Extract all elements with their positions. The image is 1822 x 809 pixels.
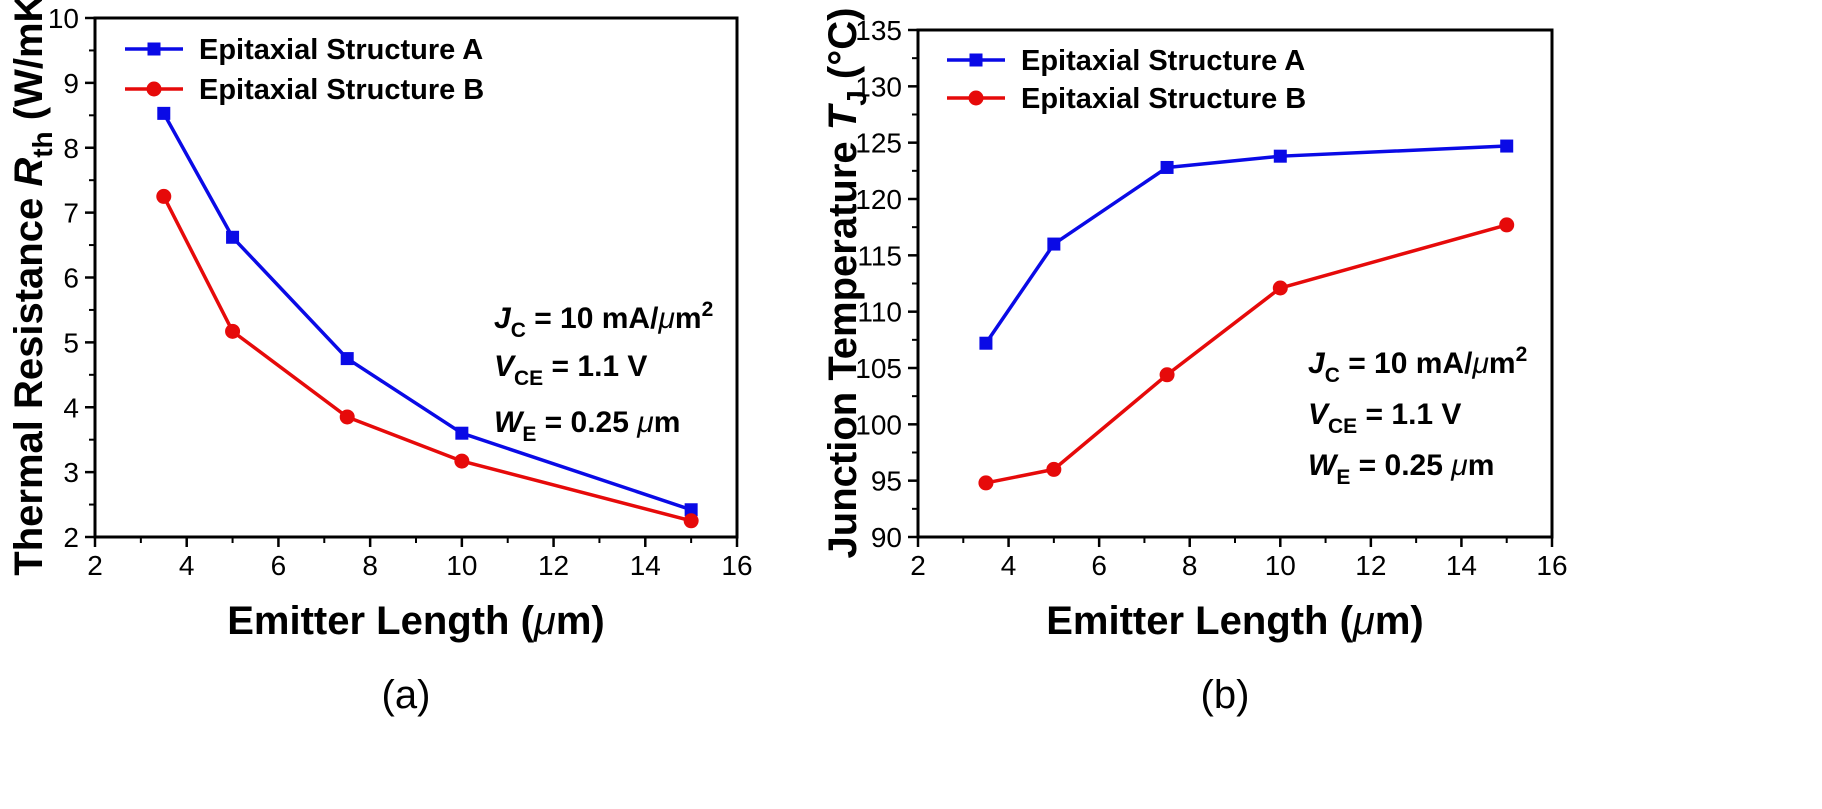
chart-panel-a: 2 4 6 8 10 12 14 16 2 3 4 5 6 7 8 9 10 Epitaxial Structur… (7, 0, 753, 717)
y-tick-label: 95 (871, 466, 902, 497)
x-tick-label: 12 (1355, 550, 1386, 581)
y-tick-label: 115 (857, 240, 902, 271)
y-tick-label: 110 (857, 297, 902, 328)
annotation-line: WE = 0.25 μm (494, 406, 680, 446)
data-point-b (683, 513, 699, 529)
x-tick-label: 8 (362, 550, 378, 581)
legend-label: Epitaxial Structure A (199, 34, 483, 66)
x-tick-label: 8 (1182, 550, 1198, 581)
panel-caption: (a) (382, 673, 431, 717)
data-point-a (1273, 149, 1287, 163)
data-point-a (1047, 237, 1061, 251)
x-tick-label: 16 (1536, 550, 1567, 581)
y-tick-label: 5 (63, 327, 79, 358)
y-tick-label: 135 (855, 15, 902, 46)
data-point-a (455, 426, 469, 440)
y-tick-label: 120 (855, 184, 902, 215)
legend-marker (969, 53, 983, 67)
legend-label: Epitaxial Structure A (1021, 45, 1305, 77)
x-tick-label: 14 (630, 550, 661, 581)
y-tick-label: 7 (63, 198, 79, 229)
data-point-a (340, 352, 354, 366)
x-tick-label: 14 (1446, 550, 1477, 581)
annotation-line: JC = 10 mA/μm2 (1308, 343, 1527, 387)
x-tick-label: 2 (910, 550, 926, 581)
x-tick-label: 16 (721, 550, 752, 581)
data-point-b (1159, 367, 1175, 383)
x-tick-label: 4 (179, 550, 195, 581)
annotation-line: JC = 10 mA/μm2 (494, 298, 713, 342)
y-tick-label: 90 (871, 522, 902, 553)
legend-marker (146, 81, 162, 97)
x-tick-label: 2 (87, 550, 103, 581)
y-tick-label: 105 (855, 353, 902, 384)
x-axis-title: Emitter Length (μm) (227, 599, 604, 643)
x-tick-label: 6 (271, 550, 287, 581)
legend-marker (147, 42, 161, 56)
y-axis-title: Junction Temperature TJ (°C) (821, 8, 872, 559)
data-point-a (226, 230, 240, 244)
data-point-a (1160, 160, 1174, 174)
data-point-a (1500, 139, 1514, 153)
x-tick-label: 4 (1001, 550, 1017, 581)
data-point-b (225, 323, 241, 339)
y-tick-label: 2 (63, 522, 79, 553)
x-axis-title: Emitter Length (μm) (1046, 599, 1423, 643)
x-tick-label: 10 (1265, 550, 1296, 581)
data-point-b (156, 188, 172, 204)
data-point-b (1272, 280, 1288, 296)
legend-marker (968, 90, 984, 106)
data-point-b (1046, 461, 1062, 477)
y-axis-title: Thermal Resistance Rth (W/mK) (7, 0, 58, 576)
y-tick-label: 3 (63, 457, 79, 488)
legend-label: Epitaxial Structure B (1021, 83, 1306, 115)
y-tick-label: 125 (855, 128, 902, 159)
y-tick-label: 100 (855, 409, 902, 440)
y-tick-label: 9 (63, 68, 79, 99)
y-tick-label: 130 (855, 71, 902, 102)
data-point-b (454, 453, 470, 469)
y-tick-label: 10 (48, 3, 79, 34)
data-point-a (979, 336, 993, 350)
x-tick-label: 10 (446, 550, 477, 581)
data-point-b (1499, 217, 1515, 233)
x-tick-label: 6 (1091, 550, 1107, 581)
data-point-a (684, 503, 698, 517)
data-point-b (978, 475, 994, 491)
panel-caption: (b) (1201, 673, 1250, 717)
y-tick-label: 6 (63, 263, 79, 294)
y-tick-label: 8 (63, 133, 79, 164)
legend-label: Epitaxial Structure B (199, 74, 484, 106)
chart-panel-b: 2 4 6 8 10 12 14 16 90 95 100 105 110 115 120 125 130 135… (821, 8, 1568, 717)
data-point-a (157, 106, 171, 120)
annotation-line: VCE = 1.1 V (1308, 398, 1461, 438)
y-tick-label: 4 (63, 392, 79, 423)
annotation-line: VCE = 1.1 V (494, 350, 647, 390)
annotation-line: WE = 0.25 μm (1308, 449, 1494, 489)
data-point-b (339, 409, 355, 425)
x-tick-label: 12 (538, 550, 569, 581)
